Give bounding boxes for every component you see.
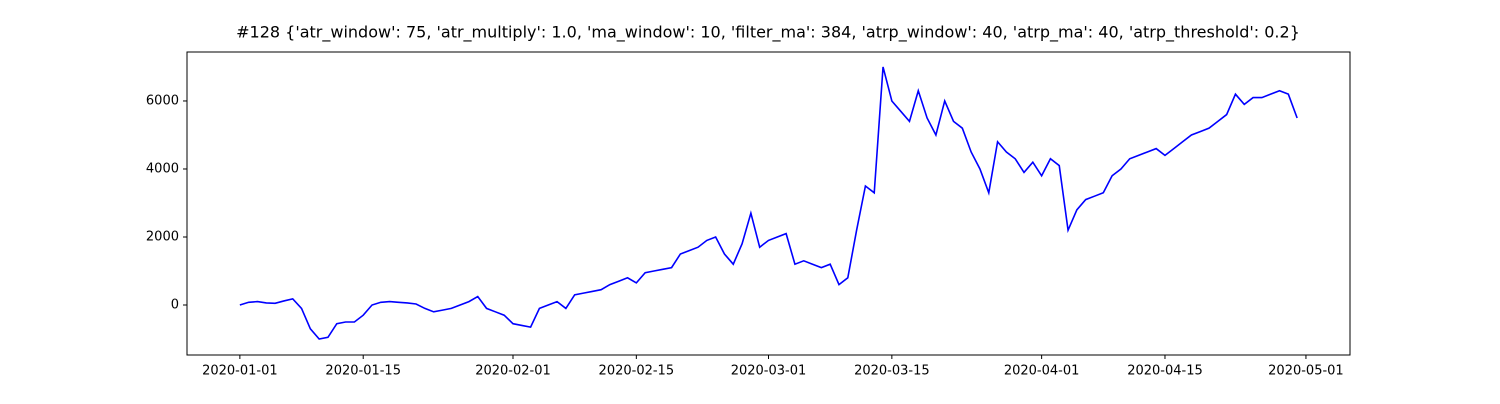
- x-tick-label: 2020-01-01: [202, 364, 278, 379]
- y-tick-label: 4000: [146, 161, 179, 176]
- x-tick-label: 2020-05-01: [1268, 364, 1344, 379]
- plot-frame: [186, 51, 1351, 356]
- x-tick-label: 2020-02-01: [475, 364, 551, 379]
- x-tick-label: 2020-04-01: [1004, 364, 1080, 379]
- x-tick-label: 2020-02-15: [599, 364, 675, 379]
- x-tick-label: 2020-03-01: [731, 364, 807, 379]
- x-tick-label: 2020-01-15: [325, 364, 401, 379]
- y-tick-label: 2000: [146, 229, 179, 244]
- chart-title: #128 {'atr_window': 75, 'atr_multiply': …: [236, 23, 1300, 43]
- x-tick-label: 2020-04-15: [1127, 364, 1203, 379]
- line-series: [239, 66, 1298, 340]
- y-tick-label: 6000: [146, 93, 179, 108]
- x-tick-label: 2020-03-15: [854, 364, 930, 379]
- y-tick-label: 0: [171, 298, 179, 313]
